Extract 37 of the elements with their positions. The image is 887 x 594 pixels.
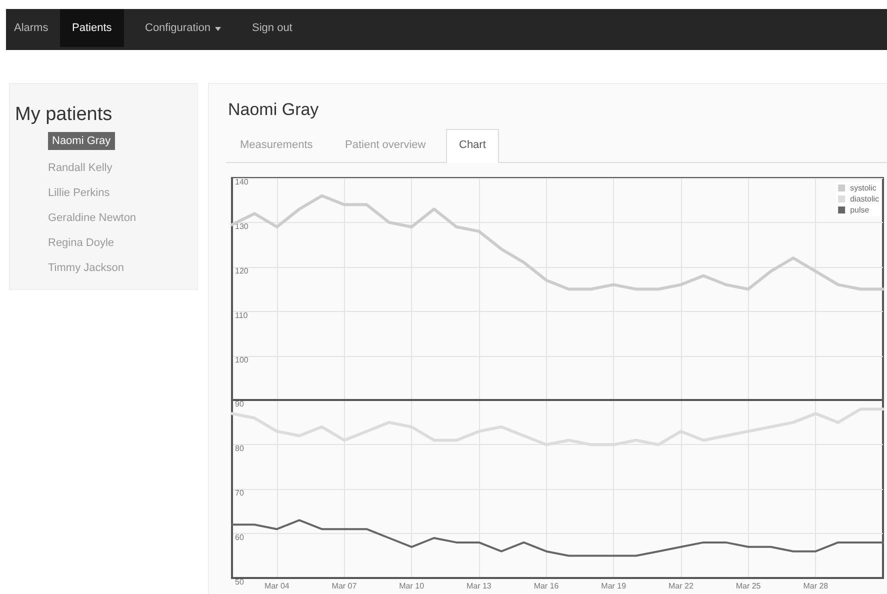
x-tick-label: Mar 25: [736, 582, 762, 590]
x-tick-label: Mar 22: [668, 582, 694, 590]
y-tick-label: 80: [235, 444, 244, 454]
x-tick-label: Mar 28: [803, 582, 829, 590]
x-tick-label: Mar 10: [399, 582, 425, 590]
y-tick-label: 120: [235, 266, 249, 276]
y-tick-label: 70: [235, 488, 244, 498]
text: Alarms: [14, 22, 48, 34]
y-tick-label: 60: [235, 533, 244, 542]
text: Patients: [60, 9, 124, 47]
x-tick-label: Mar 13: [466, 582, 492, 590]
text: Lillie Perkins: [48, 187, 110, 199]
text: Timmy Jackson: [48, 262, 124, 274]
legend-label: diastolic: [850, 194, 880, 204]
x-tick-label: Mar 16: [534, 582, 560, 590]
y-tick-label: 100: [235, 355, 249, 364]
y-tick-label: 130: [235, 222, 249, 231]
y-tick-label: 50: [235, 578, 244, 586]
text: Naomi Gray: [48, 132, 115, 150]
x-tick-label: Mar 19: [601, 582, 627, 590]
text: Regina Doyle: [48, 237, 114, 249]
x-tick-label: Mar 04: [264, 582, 290, 590]
legend-label: pulse: [850, 206, 870, 214]
text: Chart: [446, 129, 499, 163]
text: Patient overview: [345, 139, 426, 151]
text: Randall Kelly: [48, 162, 112, 174]
x-tick-label: Mar 07: [332, 582, 358, 590]
text: Geraldine Newton: [48, 212, 136, 224]
legend-label: systolic: [850, 184, 876, 192]
text: Configuration: [145, 22, 210, 34]
text: Sign out: [252, 22, 292, 34]
text: My patients: [15, 104, 112, 126]
chart-title: Naomi Gray: [228, 100, 319, 120]
y-tick-label: 140: [235, 178, 249, 186]
y-tick-label: 90: [235, 400, 244, 409]
text: Measurements: [240, 139, 313, 151]
y-tick-label: 110: [235, 310, 248, 320]
